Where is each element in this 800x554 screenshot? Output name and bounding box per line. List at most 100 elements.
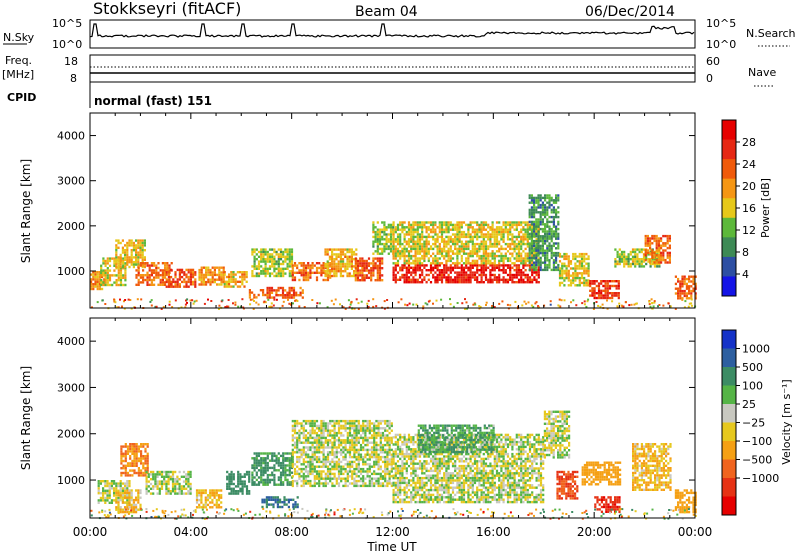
data-cell [535,238,538,241]
data-cell [293,463,297,466]
data-cell [644,249,647,252]
data-cell [194,283,197,286]
data-cell [478,230,481,234]
data-cell [480,230,483,234]
data-cell [232,275,235,279]
data-cell [421,257,424,260]
data-cell [465,262,468,265]
data-cell [187,275,190,279]
data-cell [122,455,125,458]
data-cell [662,244,665,247]
data-cell [412,271,415,274]
data-cell [301,289,304,292]
data-cell [416,262,419,265]
data-cell [374,233,377,236]
data-cell [282,250,285,254]
data-cell [324,477,327,480]
data-cell [555,242,558,245]
data-cell [537,225,540,228]
data-cell [389,238,393,241]
data-cell [140,443,143,446]
data-cell [309,458,312,461]
data-cell [414,228,417,231]
data-cell [600,296,603,300]
data-cell [213,491,216,495]
data-cell [412,240,415,243]
data-cell [255,454,258,458]
data-cell [454,228,457,231]
data-cell [597,282,601,285]
data-cell [681,277,684,281]
data-cell [292,505,295,509]
data-cell [528,264,532,267]
data-cell [326,427,330,430]
data-cell [624,301,627,304]
data-cell [124,276,127,279]
data-cell [142,455,145,458]
data-cell [333,434,336,437]
data-cell [232,475,235,478]
data-cell [456,226,459,229]
data-cell [106,259,109,263]
data-cell [506,278,510,281]
data-cell [344,429,347,432]
data-cell [421,245,424,248]
data-cell [445,269,448,272]
data-cell [524,264,527,267]
data-cell [243,475,246,478]
data-cell [484,266,488,269]
data-cell [467,269,470,272]
data-cell [150,283,153,286]
data-cell [504,278,507,281]
data-cell [432,276,435,279]
data-cell [645,262,648,266]
data-cell [416,257,419,260]
data-cell [385,233,388,236]
data-cell [324,424,327,428]
data-cell [137,239,140,242]
data-cell [683,280,686,283]
data-cell [531,228,534,231]
data-cell [300,441,303,444]
data-cell [651,242,654,245]
data-cell [335,422,338,425]
data-cell [504,254,507,258]
data-cell [288,260,291,263]
data-cell [557,244,560,248]
data-cell [401,228,404,231]
data-cell [340,431,343,435]
data-cell [557,242,560,245]
data-cell [126,496,129,499]
data-cell [535,271,538,274]
data-cell [482,228,485,231]
data-cell [636,248,639,251]
data-cell [266,289,269,292]
data-cell [124,455,127,458]
data-cell [376,238,379,241]
data-cell [313,475,316,478]
data-cell [383,242,386,246]
data-cell [548,227,551,231]
data-cell [142,274,145,277]
data-cell [194,278,197,281]
data-cell [110,480,113,483]
data-cell [506,221,510,224]
data-cell [296,470,299,473]
data-cell [498,276,501,279]
data-cell [655,244,658,247]
data-cell [482,257,485,260]
data-cell [354,262,357,265]
data-cell [634,253,637,256]
data-cell [124,251,127,254]
data-cell [421,238,424,241]
data-cell [273,469,276,472]
data-cell [350,267,353,270]
data-cell [657,249,660,252]
data-cell [291,455,294,459]
data-cell [337,439,341,442]
data-cell [115,489,118,492]
data-cell [326,274,329,278]
data-cell [135,445,138,448]
data-cell [418,276,422,279]
data-cell [237,480,240,483]
